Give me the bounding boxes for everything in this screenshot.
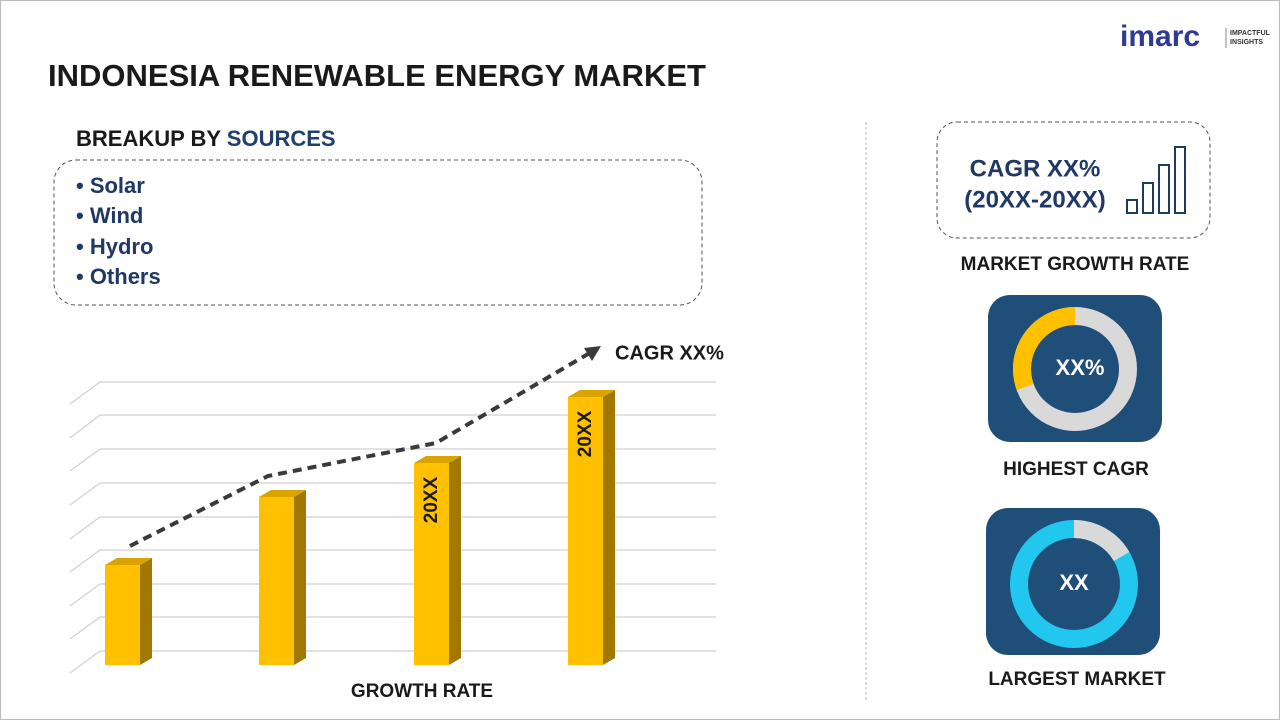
bar-top [414,456,461,463]
logo-tagline: INSIGHTS [1230,39,1263,46]
cagr-caption: HIGHEST CAGR [1003,459,1149,480]
logo-tagline: IMPACTFUL [1230,30,1271,37]
icon-bar [1174,146,1186,214]
bar-side [603,390,615,665]
icon-bar [1142,182,1154,214]
ring-arc [1073,520,1130,562]
breakup-item: • Solar [76,173,145,198]
bar-top [105,558,152,565]
bar-label: 20XX [575,410,596,457]
bar-top [568,390,615,397]
logo-name: imarc [1120,20,1200,53]
breakup-item: • Others [76,264,161,289]
market-caption: LARGEST MARKET [988,669,1166,690]
market-value: XX [1059,570,1089,595]
title: INDONESIA RENEWABLE ENERGY MARKET [48,58,706,93]
growth-caption: MARKET GROWTH RATE [961,254,1190,275]
trend-label: CAGR XX% [615,342,724,364]
chart-floor [69,381,716,674]
bar [259,497,294,665]
icon-bar [1158,164,1170,214]
breakup-label-text: BREAKUP BY [76,126,221,151]
bars: 20XX 20XX [105,390,615,665]
icon-bar [1126,199,1138,214]
cagr-value: XX% [1056,355,1105,380]
bar-side [449,456,461,665]
chart-caption: GROWTH RATE [351,681,493,702]
growth-text: (20XX-20XX) [964,186,1105,213]
breakup-label: BREAKUP BY SOURCES [76,126,336,151]
breakup-highlight: SOURCES [227,126,336,151]
ring-arc [1013,307,1076,391]
bar-side [140,558,152,665]
logo: imarc IMPACTFUL INSIGHTS [1120,20,1271,53]
breakup-item: • Wind [76,203,143,228]
bar [105,565,140,665]
growth-icon [1126,146,1186,214]
growth-text: CAGR XX% [970,155,1101,182]
bar [568,397,603,665]
grid-lines [69,381,716,674]
breakup-item: • Hydro [76,234,153,259]
breakup-box [53,159,703,306]
growth-box [936,121,1211,239]
trend-line [129,352,590,548]
trend-arrow [584,346,601,361]
bar-label: 20XX [421,476,442,523]
bar [414,463,449,665]
bar-side [294,490,306,665]
bar-top [259,490,306,497]
